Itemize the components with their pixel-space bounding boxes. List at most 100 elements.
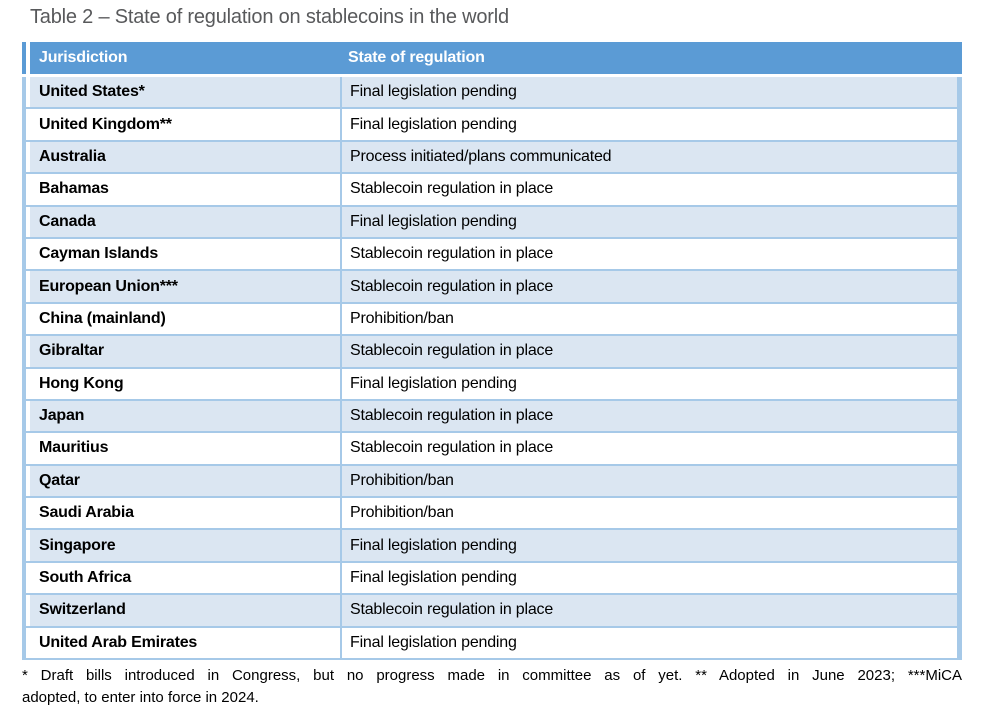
table-row: Cayman Islands Stablecoin regulation in p… <box>22 238 962 272</box>
state-cell: Stablecoin regulation in place <box>340 433 957 464</box>
row-left-border <box>22 562 26 594</box>
table-body: United States* Final legislation pending U… <box>22 77 962 661</box>
row-cells: Hong Kong Final legislation pending <box>30 368 957 399</box>
row-left-border <box>22 465 26 497</box>
jurisdiction-cell: European Union*** <box>39 277 178 295</box>
state-cell: Final legislation pending <box>340 77 957 108</box>
row-left-gap <box>26 141 30 173</box>
row-left-border <box>22 271 26 302</box>
row-right-border <box>957 595 962 626</box>
row-right-border <box>957 562 962 594</box>
row-cells: Saudi Arabia Prohibition/ban <box>30 498 957 529</box>
row-left-border <box>22 498 26 529</box>
jurisdiction-cell: China (mainland) <box>39 309 166 327</box>
state-cell: Prohibition/ban <box>340 303 957 335</box>
row-cells: China (mainland) Prohibition/ban <box>30 303 957 335</box>
row-right-border <box>957 141 962 173</box>
header-cells: Jurisdiction State of regulation <box>30 42 962 74</box>
row-cells: European Union*** Stablecoin regulation i… <box>30 271 957 302</box>
row-left-border <box>22 336 26 367</box>
table-row: Japan Stablecoin regulation in place <box>22 400 962 434</box>
footnote-line-2: adopted, to enter into force in 2024. <box>22 689 259 707</box>
row-right-border <box>957 400 962 432</box>
regulation-table: Jurisdiction State of regulation United … <box>22 42 962 661</box>
state-cell: Final legislation pending <box>340 206 957 237</box>
row-cells: Qatar Prohibition/ban <box>30 465 957 497</box>
state-cell: Stablecoin regulation in place <box>340 595 957 626</box>
row-right-border <box>957 530 962 561</box>
table-row: European Union*** Stablecoin regulation i… <box>22 271 962 304</box>
row-left-gap <box>26 238 30 270</box>
row-right-border <box>957 303 962 335</box>
state-cell: Final legislation pending <box>340 562 957 594</box>
row-left-border <box>22 174 26 205</box>
row-right-border <box>957 498 962 529</box>
row-right-border <box>957 238 962 270</box>
row-left-border <box>22 77 26 108</box>
row-left-gap <box>26 77 30 108</box>
state-cell: Final legislation pending <box>340 530 957 561</box>
row-right-border <box>957 465 962 497</box>
row-left-gap <box>26 271 30 302</box>
jurisdiction-cell: Mauritius <box>39 439 109 457</box>
jurisdiction-cell: South Africa <box>39 569 132 587</box>
row-cells: United Kingdom** Final legislation pendin… <box>30 109 957 140</box>
row-right-border <box>957 174 962 205</box>
row-right-border <box>957 77 962 108</box>
header-left-gap <box>26 42 30 74</box>
row-cells: Mauritius Stablecoin regulation in place <box>30 433 957 464</box>
row-left-gap <box>26 433 30 464</box>
row-left-gap <box>26 206 30 237</box>
jurisdiction-cell: Bahamas <box>39 180 109 198</box>
jurisdiction-cell: Qatar <box>39 471 80 489</box>
jurisdiction-cell: United Arab Emirates <box>39 633 198 651</box>
jurisdiction-cell: Hong Kong <box>39 374 124 392</box>
jurisdiction-cell: Cayman Islands <box>39 245 159 263</box>
row-left-gap <box>26 562 30 594</box>
row-left-gap <box>26 530 30 561</box>
row-left-border <box>22 238 26 270</box>
row-left-border <box>22 400 26 432</box>
table-row: Qatar Prohibition/ban <box>22 465 962 499</box>
row-left-gap <box>26 109 30 140</box>
row-left-gap <box>26 498 30 529</box>
row-right-border <box>957 433 962 464</box>
row-left-gap <box>26 627 30 659</box>
row-right-border <box>957 627 962 659</box>
table-row: Gibraltar Stablecoin regulation in place <box>22 336 962 369</box>
table-row: Switzerland Stablecoin regulation in plac… <box>22 595 962 628</box>
row-right-border <box>957 368 962 399</box>
row-cells: Australia Process initiated/plans communi… <box>30 141 957 173</box>
row-left-border <box>22 627 26 659</box>
header-left-border <box>22 42 26 74</box>
row-cells: Cayman Islands Stablecoin regulation in p… <box>30 238 957 270</box>
row-left-gap <box>26 336 30 367</box>
column-header-jurisdiction: Jurisdiction <box>39 49 128 66</box>
row-left-gap <box>26 595 30 626</box>
table-row: Saudi Arabia Prohibition/ban <box>22 498 962 531</box>
row-left-gap <box>26 368 30 399</box>
footnote: * Draft bills introduced in Congress, bu… <box>22 665 962 709</box>
jurisdiction-cell: Japan <box>39 407 85 425</box>
row-cells: United States* Final legislation pending <box>30 77 957 108</box>
jurisdiction-cell: Switzerland <box>39 601 126 619</box>
row-left-gap <box>26 174 30 205</box>
state-cell: Stablecoin regulation in place <box>340 238 957 270</box>
jurisdiction-cell: Gibraltar <box>39 342 104 360</box>
state-cell: Final legislation pending <box>340 627 957 659</box>
state-cell: Stablecoin regulation in place <box>340 271 957 302</box>
state-cell: Stablecoin regulation in place <box>340 174 957 205</box>
table-row: Bahamas Stablecoin regulation in place <box>22 174 962 207</box>
row-left-border <box>22 109 26 140</box>
jurisdiction-cell: Canada <box>39 212 96 230</box>
row-left-gap <box>26 303 30 335</box>
table-row: Canada Final legislation pending <box>22 206 962 239</box>
row-cells: Japan Stablecoin regulation in place <box>30 400 957 432</box>
row-left-border <box>22 206 26 237</box>
table-header-row: Jurisdiction State of regulation <box>22 42 962 74</box>
table-row: Mauritius Stablecoin regulation in place <box>22 433 962 466</box>
row-cells: South Africa Final legislation pending <box>30 562 957 594</box>
table-row: South Africa Final legislation pending <box>22 562 962 596</box>
row-cells: Canada Final legislation pending <box>30 206 957 237</box>
table-row: Hong Kong Final legislation pending <box>22 368 962 401</box>
